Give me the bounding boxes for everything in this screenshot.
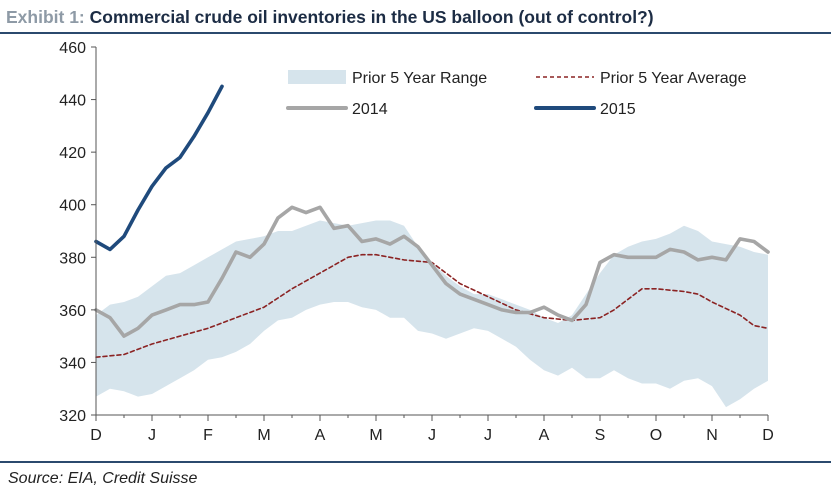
title-rule	[0, 32, 831, 34]
series-line-2015	[94, 84, 224, 252]
x-tick-label: J	[428, 427, 436, 444]
y-tick-label: 320	[59, 408, 86, 425]
y-tick-label: 440	[59, 93, 86, 110]
exhibit-label: Exhibit 1:	[6, 7, 85, 27]
x-tick-label: N	[706, 427, 718, 444]
x-tick-label: D	[90, 427, 102, 444]
x-tick-label: M	[369, 427, 382, 444]
legend-prior-5-year-average-label: Prior 5 Year Average	[600, 70, 747, 87]
y-tick-label: 380	[59, 250, 86, 267]
range-band	[96, 220, 768, 408]
x-tick-label: J	[484, 427, 492, 444]
x-tick-label: A	[315, 427, 326, 444]
source-rule	[0, 461, 831, 463]
x-tick-label: S	[595, 427, 606, 444]
legend-prior-5-year-range-swatch	[288, 70, 346, 84]
chart-title: Exhibit 1: Commercial crude oil inventor…	[6, 7, 654, 28]
x-tick-label: A	[539, 427, 550, 444]
x-tick-label: M	[257, 427, 270, 444]
y-tick-label: 360	[59, 303, 86, 320]
x-tick-label: F	[203, 427, 213, 444]
x-tick-label: J	[148, 427, 156, 444]
title-text: Commercial crude oil inventories in the …	[89, 7, 654, 27]
legend-2015-label: 2015	[600, 101, 636, 118]
y-tick-label: 460	[59, 40, 86, 57]
y-tick-label: 400	[59, 198, 86, 215]
series-line-prior-5-year-average	[95, 253, 769, 359]
x-tick-label: O	[650, 427, 662, 444]
legend-2014-label: 2014	[352, 101, 388, 118]
series-line-2014	[94, 205, 770, 338]
y-tick-label: 340	[59, 355, 86, 372]
source-note: Source: EIA, Credit Suisse	[8, 470, 198, 487]
x-tick-label: D	[762, 427, 774, 444]
y-tick-label: 420	[59, 145, 86, 162]
legend-prior-5-year-range-label: Prior 5 Year Range	[352, 70, 487, 87]
